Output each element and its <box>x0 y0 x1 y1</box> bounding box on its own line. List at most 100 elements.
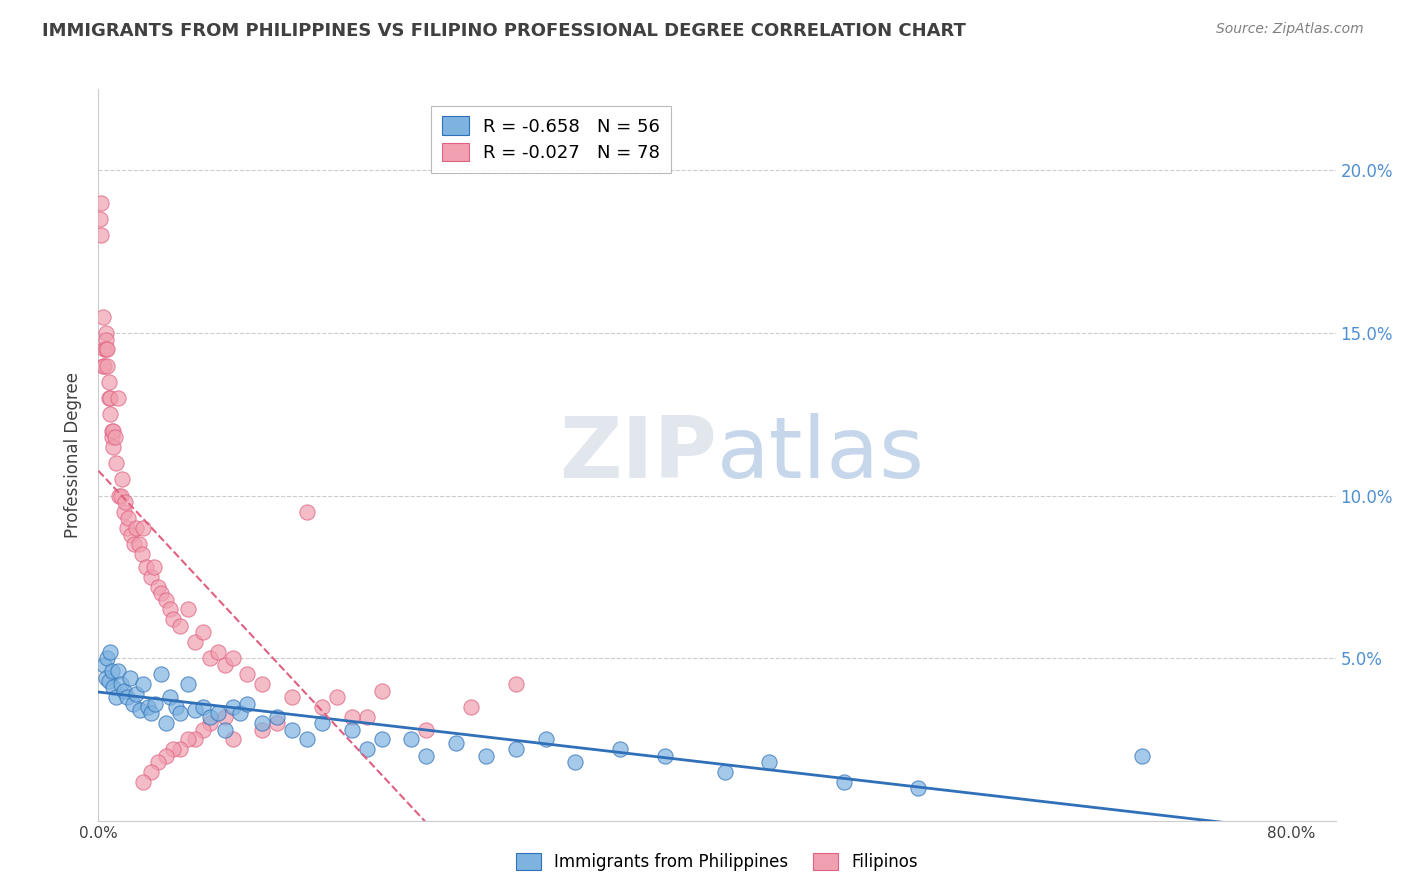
Point <box>505 677 527 691</box>
Point <box>89 212 111 227</box>
Point <box>252 723 274 737</box>
Point <box>108 489 131 503</box>
Point <box>98 644 121 658</box>
Point <box>139 570 162 584</box>
Point <box>564 755 586 769</box>
Point <box>125 687 148 701</box>
Point <box>165 699 187 714</box>
Point <box>415 748 437 763</box>
Point <box>132 774 155 789</box>
Point <box>129 703 152 717</box>
Point <box>112 683 135 698</box>
Point <box>184 732 207 747</box>
Point <box>475 748 498 763</box>
Point <box>370 732 392 747</box>
Point <box>191 625 214 640</box>
Point <box>93 657 115 672</box>
Point <box>131 547 153 561</box>
Point <box>159 690 181 705</box>
Text: Source: ZipAtlas.com: Source: ZipAtlas.com <box>1216 22 1364 37</box>
Point <box>98 391 121 405</box>
Point <box>266 709 288 723</box>
Point <box>356 709 378 723</box>
Point <box>97 391 120 405</box>
Point <box>132 677 155 691</box>
Point <box>135 560 157 574</box>
Point <box>90 196 112 211</box>
Point <box>132 521 155 535</box>
Point <box>311 699 333 714</box>
Point <box>177 732 200 747</box>
Point <box>832 774 855 789</box>
Point <box>214 723 236 737</box>
Point <box>207 706 229 721</box>
Point <box>96 359 118 373</box>
Point <box>143 697 166 711</box>
Point <box>214 709 236 723</box>
Point <box>169 618 191 632</box>
Point <box>104 430 127 444</box>
Point <box>98 407 121 421</box>
Point <box>229 706 252 721</box>
Point <box>110 489 132 503</box>
Y-axis label: Professional Degree: Professional Degree <box>65 372 83 538</box>
Point <box>155 592 177 607</box>
Point <box>118 671 141 685</box>
Point <box>252 716 274 731</box>
Point <box>110 677 132 691</box>
Point <box>295 732 318 747</box>
Point <box>93 343 115 357</box>
Point <box>103 440 125 454</box>
Point <box>136 699 159 714</box>
Point <box>200 651 222 665</box>
Point <box>713 764 735 779</box>
Point <box>101 430 124 444</box>
Point <box>128 537 150 551</box>
Point <box>114 495 136 509</box>
Point <box>94 326 117 340</box>
Point <box>111 472 134 486</box>
Point <box>103 681 125 695</box>
Point <box>159 602 181 616</box>
Point <box>221 651 243 665</box>
Point <box>91 359 114 373</box>
Point <box>758 755 780 769</box>
Point <box>221 732 243 747</box>
Point <box>295 505 318 519</box>
Point <box>415 723 437 737</box>
Point <box>122 537 145 551</box>
Point <box>105 690 128 705</box>
Point <box>139 706 162 721</box>
Point <box>177 677 200 691</box>
Point <box>221 699 243 714</box>
Point <box>252 677 274 691</box>
Point <box>184 635 207 649</box>
Point <box>654 748 676 763</box>
Point <box>534 732 557 747</box>
Text: atlas: atlas <box>717 413 925 497</box>
Point <box>97 375 120 389</box>
Point <box>169 742 191 756</box>
Point <box>311 716 333 731</box>
Point <box>150 586 173 600</box>
Point <box>356 742 378 756</box>
Point <box>169 706 191 721</box>
Point <box>112 505 135 519</box>
Point <box>125 521 148 535</box>
Point <box>191 723 214 737</box>
Point <box>340 723 363 737</box>
Point <box>326 690 349 705</box>
Point <box>236 697 259 711</box>
Point <box>146 755 169 769</box>
Point <box>120 527 142 541</box>
Point <box>184 703 207 717</box>
Point <box>103 424 125 438</box>
Point <box>155 716 177 731</box>
Point <box>93 359 115 373</box>
Point <box>214 657 236 672</box>
Point <box>101 664 124 678</box>
Point <box>117 511 139 525</box>
Point <box>94 343 117 357</box>
Point <box>90 228 112 243</box>
Point <box>155 748 177 763</box>
